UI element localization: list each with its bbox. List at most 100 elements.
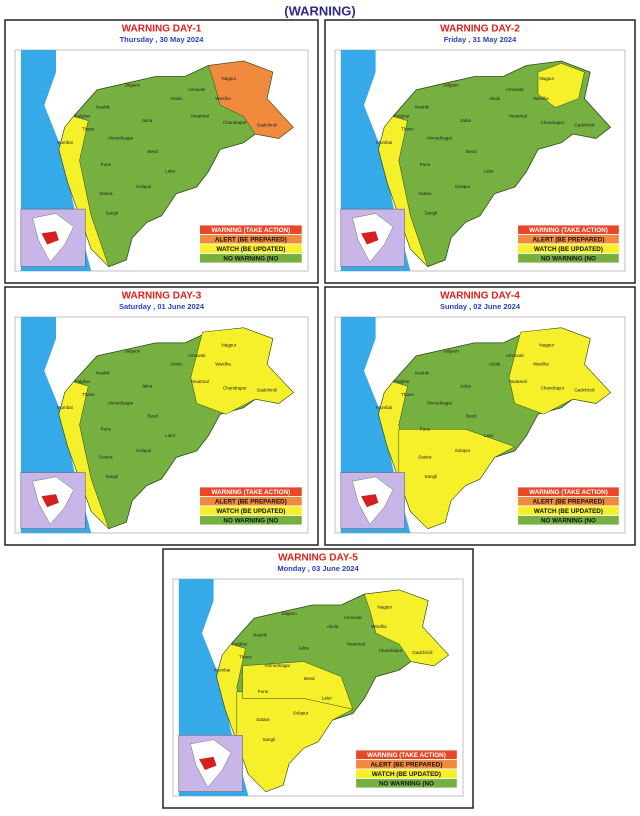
place-label: Nagpur [539, 342, 554, 347]
legend-label: NO WARNING (NO [223, 255, 278, 262]
place-label: Palghar [394, 379, 410, 384]
place-label: Palghar [232, 641, 248, 646]
legend-swatch [199, 253, 303, 264]
place-label: Jalgaon [443, 83, 459, 88]
place-label: Wardha [215, 362, 231, 367]
place-label: Mumbai [376, 405, 392, 410]
place-label: Thane [401, 392, 414, 397]
place-label: Thane [239, 654, 252, 659]
place-label: Latur [165, 433, 176, 438]
place-label: Pune [101, 427, 112, 432]
inset-state [41, 494, 59, 508]
place-label: Chandrapur [541, 120, 565, 125]
legend-swatch [517, 515, 620, 526]
place-label: Ahmednagar [265, 663, 291, 668]
inset-state [361, 494, 379, 508]
legend-label: WATCH (BE UPDATED) [216, 246, 285, 253]
place-label: Nashik [415, 105, 430, 110]
place-label: Satara [418, 455, 432, 460]
panel-title: WARNING DAY-3 [122, 291, 202, 302]
place-label: Amravati [506, 87, 524, 92]
legend-swatch [517, 253, 620, 264]
place-label: Satara [99, 191, 113, 196]
place-label: Solapur [136, 184, 152, 189]
place-label: Jalna [141, 118, 152, 123]
place-label: Satara [256, 717, 270, 722]
place-label: Palghar [75, 379, 91, 384]
place-label: Mumbai [57, 140, 73, 145]
place-label: Ahmednagar [427, 401, 453, 406]
legend-label: WATCH (BE UPDATED) [534, 246, 603, 253]
legend-swatch [199, 515, 303, 526]
place-label: Wardha [215, 96, 231, 101]
inset-state [41, 231, 59, 245]
place-label: Gadchiroli [412, 650, 432, 655]
place-label: Solapur [455, 184, 471, 189]
place-label: Palghar [75, 113, 91, 118]
place-label: Akola [171, 362, 183, 367]
place-label: Nagpur [377, 604, 392, 609]
panel-date: Monday , 03 June 2024 [277, 564, 359, 573]
panel-title: WARNING DAY-2 [440, 24, 520, 35]
place-label: Jalna [460, 118, 471, 123]
place-label: Akola [489, 362, 501, 367]
place-label: Solapur [136, 448, 152, 453]
place-label: Nashik [415, 370, 430, 375]
place-label: Latur [484, 169, 495, 174]
place-label: Wardha [533, 96, 549, 101]
legend-label: WATCH (BE UPDATED) [534, 508, 603, 515]
legend-label: ALERT (BE PREPARED) [370, 761, 442, 768]
panel-date: Thursday , 30 May 2024 [120, 35, 205, 44]
place-label: Beed [304, 676, 315, 681]
place-label: Sangli [262, 737, 275, 742]
panel-date: Saturday , 01 June 2024 [119, 302, 205, 311]
place-label: Solapur [455, 448, 471, 453]
place-label: Thane [82, 127, 95, 132]
place-label: Jalgaon [281, 611, 297, 616]
place-label: Gadchiroli [257, 388, 277, 393]
page-title: (WARNING) [284, 3, 356, 18]
place-label: Nagpur [222, 342, 237, 347]
place-label: Yavatmal [508, 379, 526, 384]
place-label: Sangli [424, 211, 437, 216]
place-label: Thane [401, 127, 414, 132]
place-label: Palghar [394, 113, 410, 118]
place-label: Wardha [371, 624, 387, 629]
warning-zone [190, 327, 294, 415]
legend-label: WARNING (TAKE ACTION) [529, 489, 608, 496]
warning-zone [58, 116, 110, 267]
place-label: Ahmednagar [108, 136, 134, 141]
place-label: Beed [466, 149, 477, 154]
warning-zone [208, 60, 294, 139]
place-label: Amravati [188, 87, 206, 92]
legend-label: NO WARNING (NO [541, 517, 596, 524]
panel-title: WARNING DAY-5 [278, 553, 358, 564]
place-label: Latur [322, 696, 333, 701]
legend-label: NO WARNING (NO [541, 255, 596, 262]
place-label: Chandrapur [379, 648, 403, 653]
place-label: Ahmednagar [108, 401, 134, 406]
panel-title: WARNING DAY-1 [122, 24, 202, 35]
place-label: Nashik [253, 633, 268, 638]
place-label: Jalna [298, 646, 309, 651]
place-label: Amravati [188, 353, 206, 358]
warning-zone [508, 327, 611, 415]
warning-zone [398, 429, 516, 529]
place-label: Chandrapur [541, 385, 565, 390]
place-label: Pune [101, 162, 112, 167]
place-label: Solapur [293, 711, 309, 716]
place-label: Latur [484, 433, 495, 438]
place-label: Nagpur [539, 76, 554, 81]
place-label: Latur [165, 169, 176, 174]
place-label: Amravati [344, 615, 362, 620]
place-label: Nashik [96, 370, 111, 375]
legend-swatch [355, 778, 458, 789]
place-label: Gadchiroli [257, 122, 277, 127]
panel-date: Sunday , 02 June 2024 [440, 302, 521, 311]
place-label: Ahmednagar [427, 136, 453, 141]
place-label: Jalgaon [124, 83, 140, 88]
